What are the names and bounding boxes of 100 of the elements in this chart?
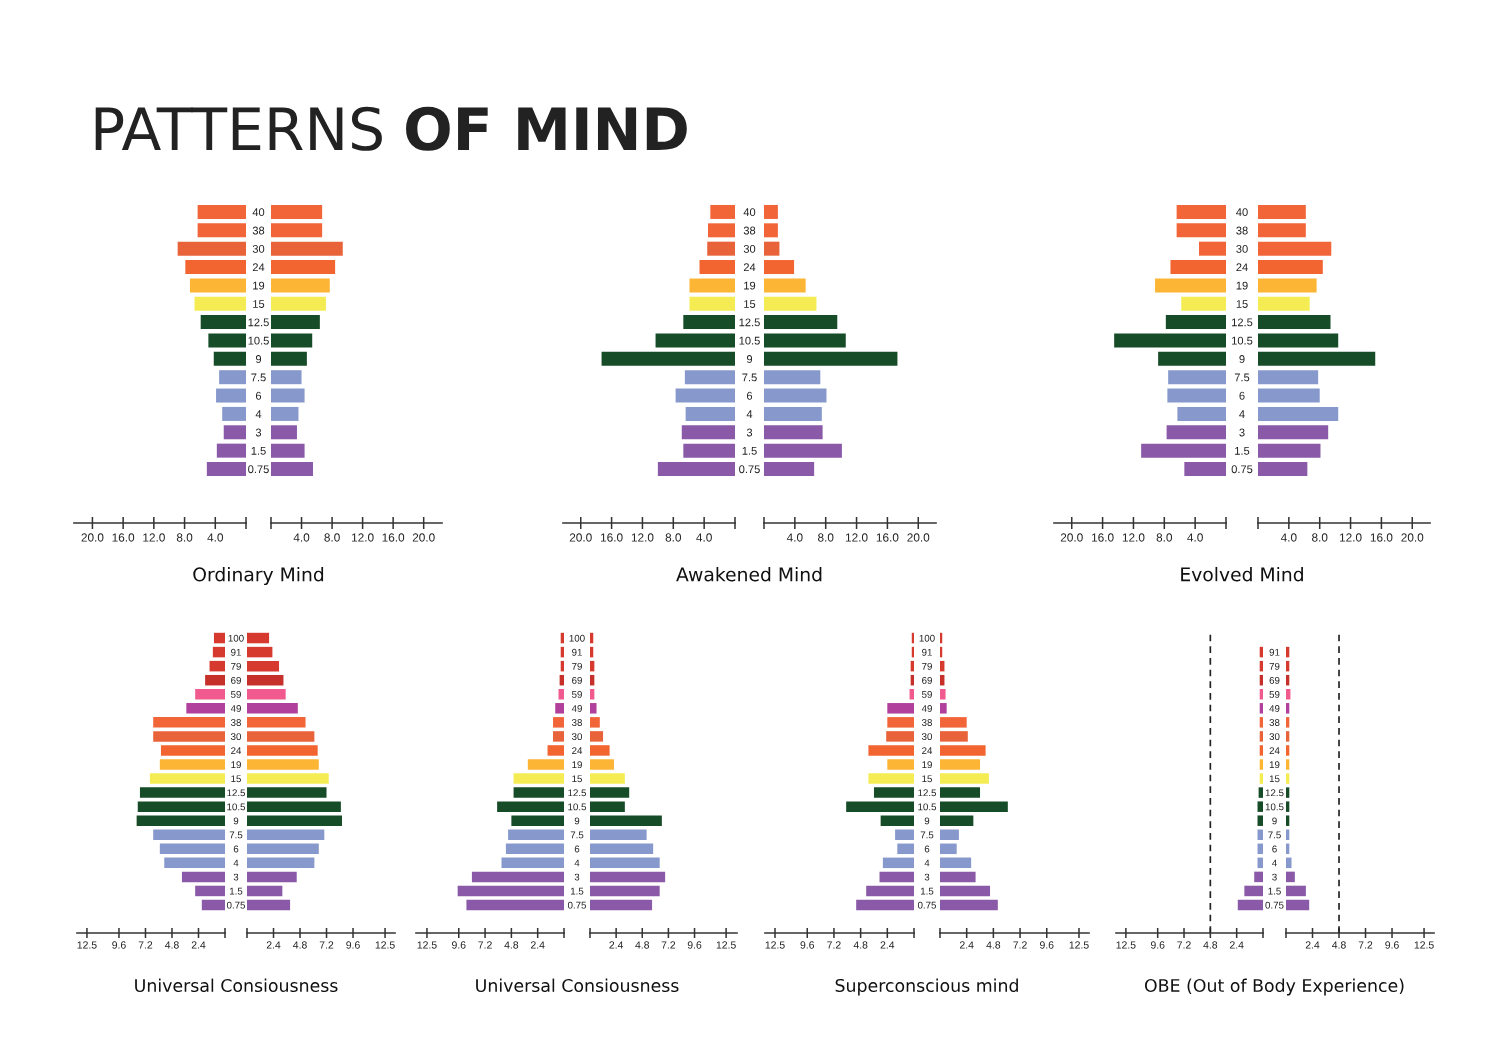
bar [271,425,297,440]
y-tick-label: 1.5 [1268,887,1281,895]
y-tick-label: 0.75 [739,465,760,474]
x-tick-label: 4.0 [1280,533,1297,542]
bar [1257,829,1263,840]
y-tick-label: 30 [743,244,756,253]
bar [1258,388,1320,403]
y-tick-label: 19 [1269,761,1280,769]
bar [886,731,914,742]
y-tick-label: 38 [252,226,265,235]
y-tick-label: 12.5 [227,789,246,797]
y-tick-label: 69 [922,676,932,684]
text: Universal Consiousness [476,978,679,993]
y-tick-label: 7.5 [920,831,934,839]
bar [271,388,305,403]
bar [1286,801,1290,812]
bar [764,260,795,275]
bar [466,899,564,911]
x-tick-label: 12.0 [631,533,654,542]
bar [149,773,225,784]
y-tick-label: 12.5 [918,789,937,797]
y-tick-label: 30 [252,244,265,253]
bar [271,204,323,219]
y-tick-label: 0.75 [567,901,587,909]
bar [1286,759,1290,770]
bar [1286,885,1306,897]
x-tick-label: 9.6 [1039,941,1054,949]
y-tick-label: 4 [1272,859,1277,867]
y-tick-label: 10.5 [1232,336,1253,345]
bar [1258,787,1263,798]
bar [271,406,299,421]
y-tick-label: 24 [1236,263,1248,272]
y-tick-label: 15 [231,775,241,783]
bar [590,871,666,883]
x-tick-label: 20.0 [412,533,435,542]
bar [590,745,610,756]
bar [940,899,998,911]
bar [684,370,735,385]
x-tick-label: 4.0 [293,533,310,542]
bar [513,787,564,798]
bar [247,703,298,714]
y-tick-label: 15 [922,775,932,783]
bar [940,773,989,784]
y-tick-label: 6 [574,845,580,853]
x-tick-label: 20.0 [907,533,930,542]
y-tick-label: 12.5 [1265,789,1284,797]
y-tick-label: 4 [1239,410,1245,418]
x-tick-label: 4.0 [1187,533,1203,542]
bar [590,815,662,826]
y-tick-label: 24 [743,263,756,272]
bar [590,843,654,855]
bar [1286,717,1290,728]
y-tick-label: 24 [922,747,933,754]
bar [160,745,225,756]
bar [655,333,735,348]
bar [1257,801,1263,812]
x-tick-label: 7.2 [827,941,841,949]
x-tick-label: 4.8 [853,941,868,949]
y-tick-label: 1.5 [229,887,243,895]
y-tick-label: 40 [252,208,265,217]
x-tick-label: 12.5 [375,941,395,949]
bar [1141,443,1226,458]
bar [247,646,273,658]
x-tick-label: 16.0 [601,533,623,542]
bar [681,425,735,440]
bar [247,857,315,869]
y-tick-label: 15 [1269,775,1280,783]
y-tick-label: 1.5 [251,447,266,455]
x-tick-label: 12.0 [352,533,374,542]
x-tick-label: 20.0 [1060,533,1083,542]
y-tick-label: 40 [1236,208,1248,217]
y-tick-label: 6 [255,391,262,400]
bar [868,745,914,756]
y-tick-label: 69 [1269,676,1280,684]
y-tick-label: 10.5 [568,803,587,811]
x-tick-label: 16.0 [382,533,405,542]
x-tick-label: 12.0 [1339,533,1362,542]
bar [764,425,823,440]
bar [590,787,630,798]
x-tick-label: 12.0 [143,533,165,542]
bar [271,370,302,385]
bar [1286,731,1290,742]
y-tick-label: 12.5 [248,318,269,327]
bar [186,703,225,714]
bar [247,871,297,883]
bar [471,871,564,883]
bar [868,773,914,784]
bar [247,801,341,812]
x-tick-label: 2.4 [1305,941,1320,949]
y-tick-label: 24 [231,747,242,754]
y-tick-label: 30 [571,733,583,741]
bar [208,333,246,348]
bar [1165,315,1226,330]
bar [159,759,225,770]
x-tick-label: 8.0 [1312,533,1328,542]
bar [1258,260,1323,275]
y-tick-label: 3 [746,428,753,437]
bar [764,204,778,219]
x-tick-label: 4.8 [635,941,650,949]
x-tick-label: 7.2 [138,941,153,949]
